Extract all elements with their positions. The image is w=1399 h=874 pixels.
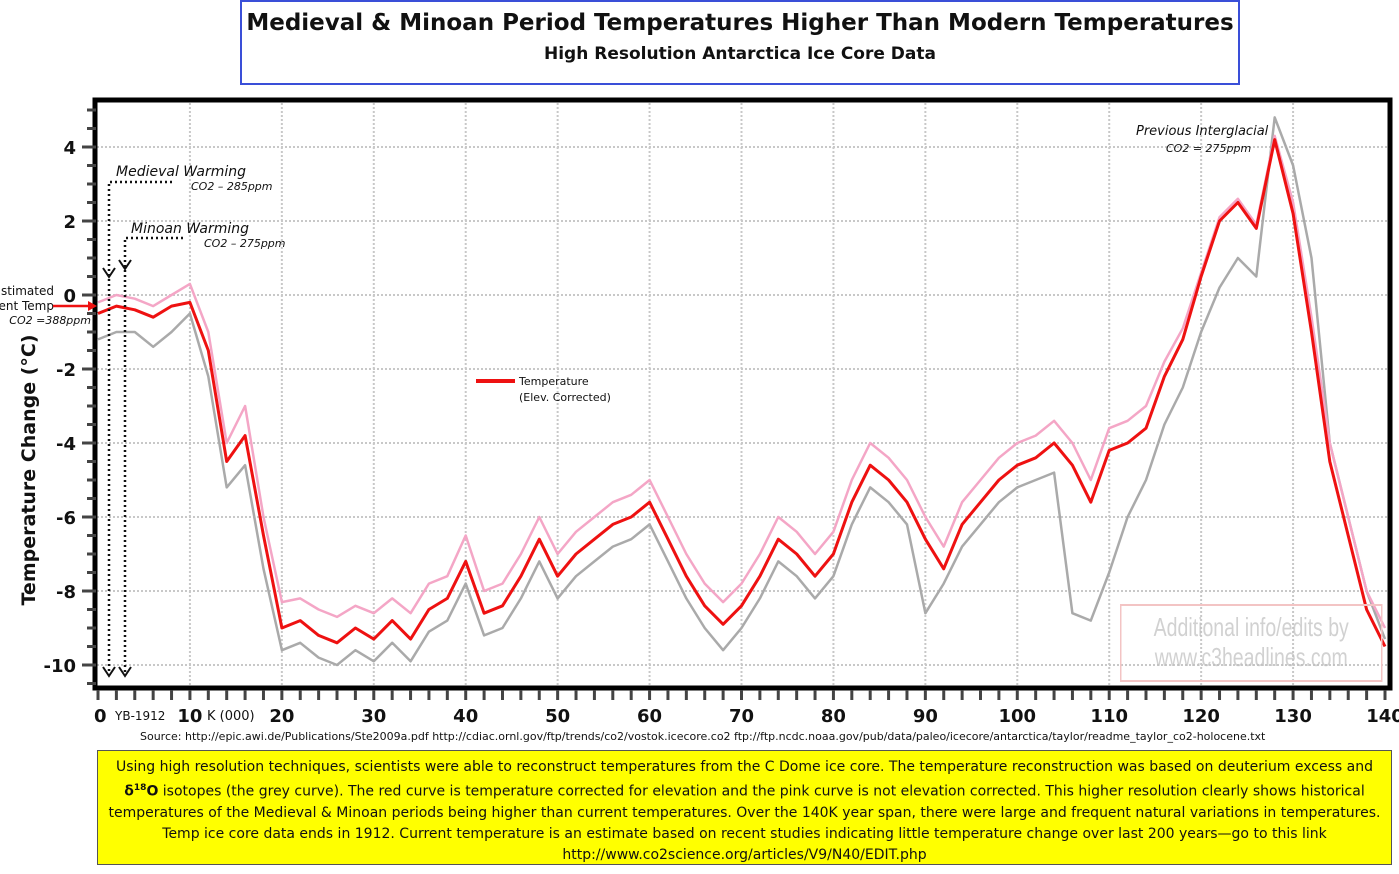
chart-subtitle: High Resolution Antarctica Ice Core Data	[543, 44, 936, 64]
x-tick-extra-yb: YB-1912	[114, 709, 165, 723]
x-tick-labels: 0 10 20 30 40 50 60 70 80 90 100 110 120 130 140	[94, 706, 1399, 727]
x-tick-label: 40	[453, 706, 478, 727]
legend: Temperature (Elev. Corrected)	[476, 375, 611, 404]
legend-label-1: Temperature	[518, 375, 589, 388]
x-tick-label: 140	[1366, 706, 1399, 727]
watermark-line-2: www.c3headlines.com	[1154, 642, 1348, 672]
isotope-number: 18	[133, 783, 147, 793]
arrow-right-icon	[88, 301, 97, 311]
arrowheads	[102, 259, 132, 678]
red-curve	[97, 138, 1387, 648]
x-tick-label: 130	[1274, 706, 1312, 727]
grey-curve	[97, 116, 1387, 667]
interglacial-label: Previous Interglacial	[1136, 124, 1269, 139]
x-tick-label: 20	[269, 706, 294, 727]
note-box: Using high resolution techniques, scient…	[97, 750, 1392, 865]
source-text: Source: http://epic.awi.de/Publications/…	[140, 730, 1266, 743]
annotation-pointers	[107, 180, 183, 675]
y-tick-labels: 4 2 0 -2 -4 -6 -8 -10	[43, 138, 76, 677]
watermark: Additional info/edits by www.c3headlines…	[1120, 604, 1383, 682]
x-tick-label: 50	[545, 706, 570, 727]
current-temp-label-1: stimated	[1, 284, 54, 298]
x-tick-label: 0	[94, 706, 107, 727]
x-tick-label: 90	[913, 706, 938, 727]
chart-title: Medieval & Minoan Period Temperatures Hi…	[246, 10, 1234, 36]
arrow-down-icon	[118, 259, 132, 271]
y-tick-label: -8	[56, 582, 76, 603]
x-tick-label: 60	[637, 706, 662, 727]
y-tick-label: -6	[56, 508, 76, 529]
delta-symbol: δ	[124, 783, 134, 800]
arrow-down-icon	[102, 666, 116, 678]
annotations: Medieval Warming CO2 – 285ppm Minoan War…	[0, 124, 1269, 327]
arrow-down-icon	[118, 666, 132, 678]
current-temp-arrow	[53, 301, 97, 311]
minoan-pointer	[123, 236, 183, 675]
note-line-1: Using high resolution techniques, scient…	[116, 759, 1373, 775]
x-tick-label: 10	[177, 706, 202, 727]
note-line-4: Temp ice core data ends in 1912. Current…	[162, 825, 1327, 842]
y-axis-label: Temperature Change (°C)	[18, 334, 40, 605]
title-box: Medieval & Minoan Period Temperatures Hi…	[240, 0, 1240, 85]
y-tick-label: -4	[56, 434, 76, 455]
current-temp-label-2: ent Temp	[0, 299, 54, 313]
plot-frame	[92, 97, 1393, 691]
x-tick-label: 70	[729, 706, 754, 727]
minoan-label: Minoan Warming	[131, 221, 249, 237]
watermark-line-1: Additional info/edits by	[1153, 612, 1349, 642]
oxygen-symbol: O	[146, 783, 159, 800]
note-link[interactable]: http://www.co2science.org/articles/V9/N4…	[562, 846, 927, 863]
x-tick-label: 120	[1182, 706, 1220, 727]
note-line-2: δ18O isotopes (the grey curve). The red …	[98, 778, 1391, 803]
legend-label-2: (Elev. Corrected)	[519, 391, 611, 404]
minoan-co2: CO2 – 275ppm	[204, 237, 286, 250]
grid	[97, 103, 1388, 685]
note-line-3: temperatures of the Medieval & Minoan pe…	[108, 804, 1381, 821]
medieval-label: Medieval Warming	[116, 164, 246, 180]
y-tick-label: -2	[56, 360, 76, 381]
x-tick-label: 110	[1090, 706, 1128, 727]
x-tick-label: 100	[998, 706, 1036, 727]
series-lines	[97, 116, 1387, 667]
ticks	[82, 108, 1387, 700]
medieval-co2: CO2 – 285ppm	[191, 180, 273, 193]
x-tick-extra-k: K (000)	[207, 709, 255, 724]
pink-curve	[97, 134, 1387, 629]
x-tick-label: 30	[361, 706, 386, 727]
note-line-2-text: isotopes (the grey curve). The red curve…	[158, 783, 1365, 800]
y-tick-label: 0	[63, 286, 76, 307]
y-tick-label: 2	[63, 212, 76, 233]
x-tick-label: 80	[821, 706, 846, 727]
arrow-down-icon	[102, 267, 116, 279]
y-tick-label: -10	[43, 656, 76, 677]
medieval-pointer	[107, 180, 172, 675]
interglacial-co2: CO2 = 275ppm	[1166, 142, 1251, 155]
current-co2: CO2 =388ppm	[9, 314, 91, 327]
y-tick-label: 4	[63, 138, 76, 159]
